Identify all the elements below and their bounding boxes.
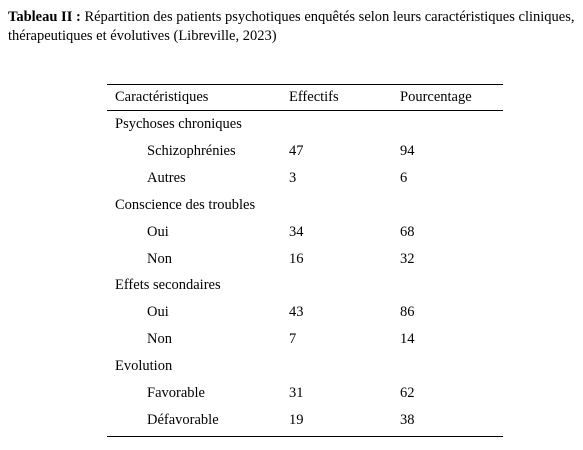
header-cell: Caractéristiques xyxy=(115,89,209,105)
row-value: 14 xyxy=(400,331,415,348)
row-value: 86 xyxy=(400,304,415,321)
header-cell: Effectifs xyxy=(289,89,339,105)
row-label: Favorable xyxy=(147,385,205,401)
row-label: Autres xyxy=(147,169,186,186)
table-bottom-rule xyxy=(107,436,503,437)
row-label: Schizophrénies xyxy=(147,142,236,159)
caption-label: Tableau II : xyxy=(8,9,81,25)
row-label: Défavorable xyxy=(147,411,219,428)
row-value: 3 xyxy=(289,169,297,186)
row-value: 94 xyxy=(400,142,415,159)
table-top-rule xyxy=(107,84,503,85)
caption-text: Répartition des patients psychotiques en… xyxy=(8,9,575,44)
row-value: 68 xyxy=(400,223,415,240)
row-value: 19 xyxy=(289,411,304,428)
row-value: 38 xyxy=(400,411,415,428)
row-label: Oui xyxy=(147,304,169,321)
group-title: Effets secondaires xyxy=(115,277,221,294)
row-value: 34 xyxy=(289,223,304,240)
row-value: 32 xyxy=(400,250,415,267)
group-title: Conscience des troubles xyxy=(115,196,256,213)
row-label: Oui xyxy=(147,223,169,240)
row-label: Non xyxy=(147,250,172,267)
row-value: 43 xyxy=(289,304,304,321)
row-label: Non xyxy=(147,331,172,348)
group-title: Psychoses chroniques xyxy=(115,116,242,132)
row-value: 62 xyxy=(400,385,415,401)
row-value: 31 xyxy=(289,385,304,401)
row-value: 47 xyxy=(289,142,304,159)
row-value: 16 xyxy=(289,250,304,267)
row-value: 6 xyxy=(400,169,408,186)
header-cell: Pourcentage xyxy=(400,89,472,105)
header-rule xyxy=(107,110,503,111)
group-title: Evolution xyxy=(115,358,173,375)
row-value: 7 xyxy=(289,331,297,348)
caption: Tableau II : Répartition des patients ps… xyxy=(8,8,578,46)
